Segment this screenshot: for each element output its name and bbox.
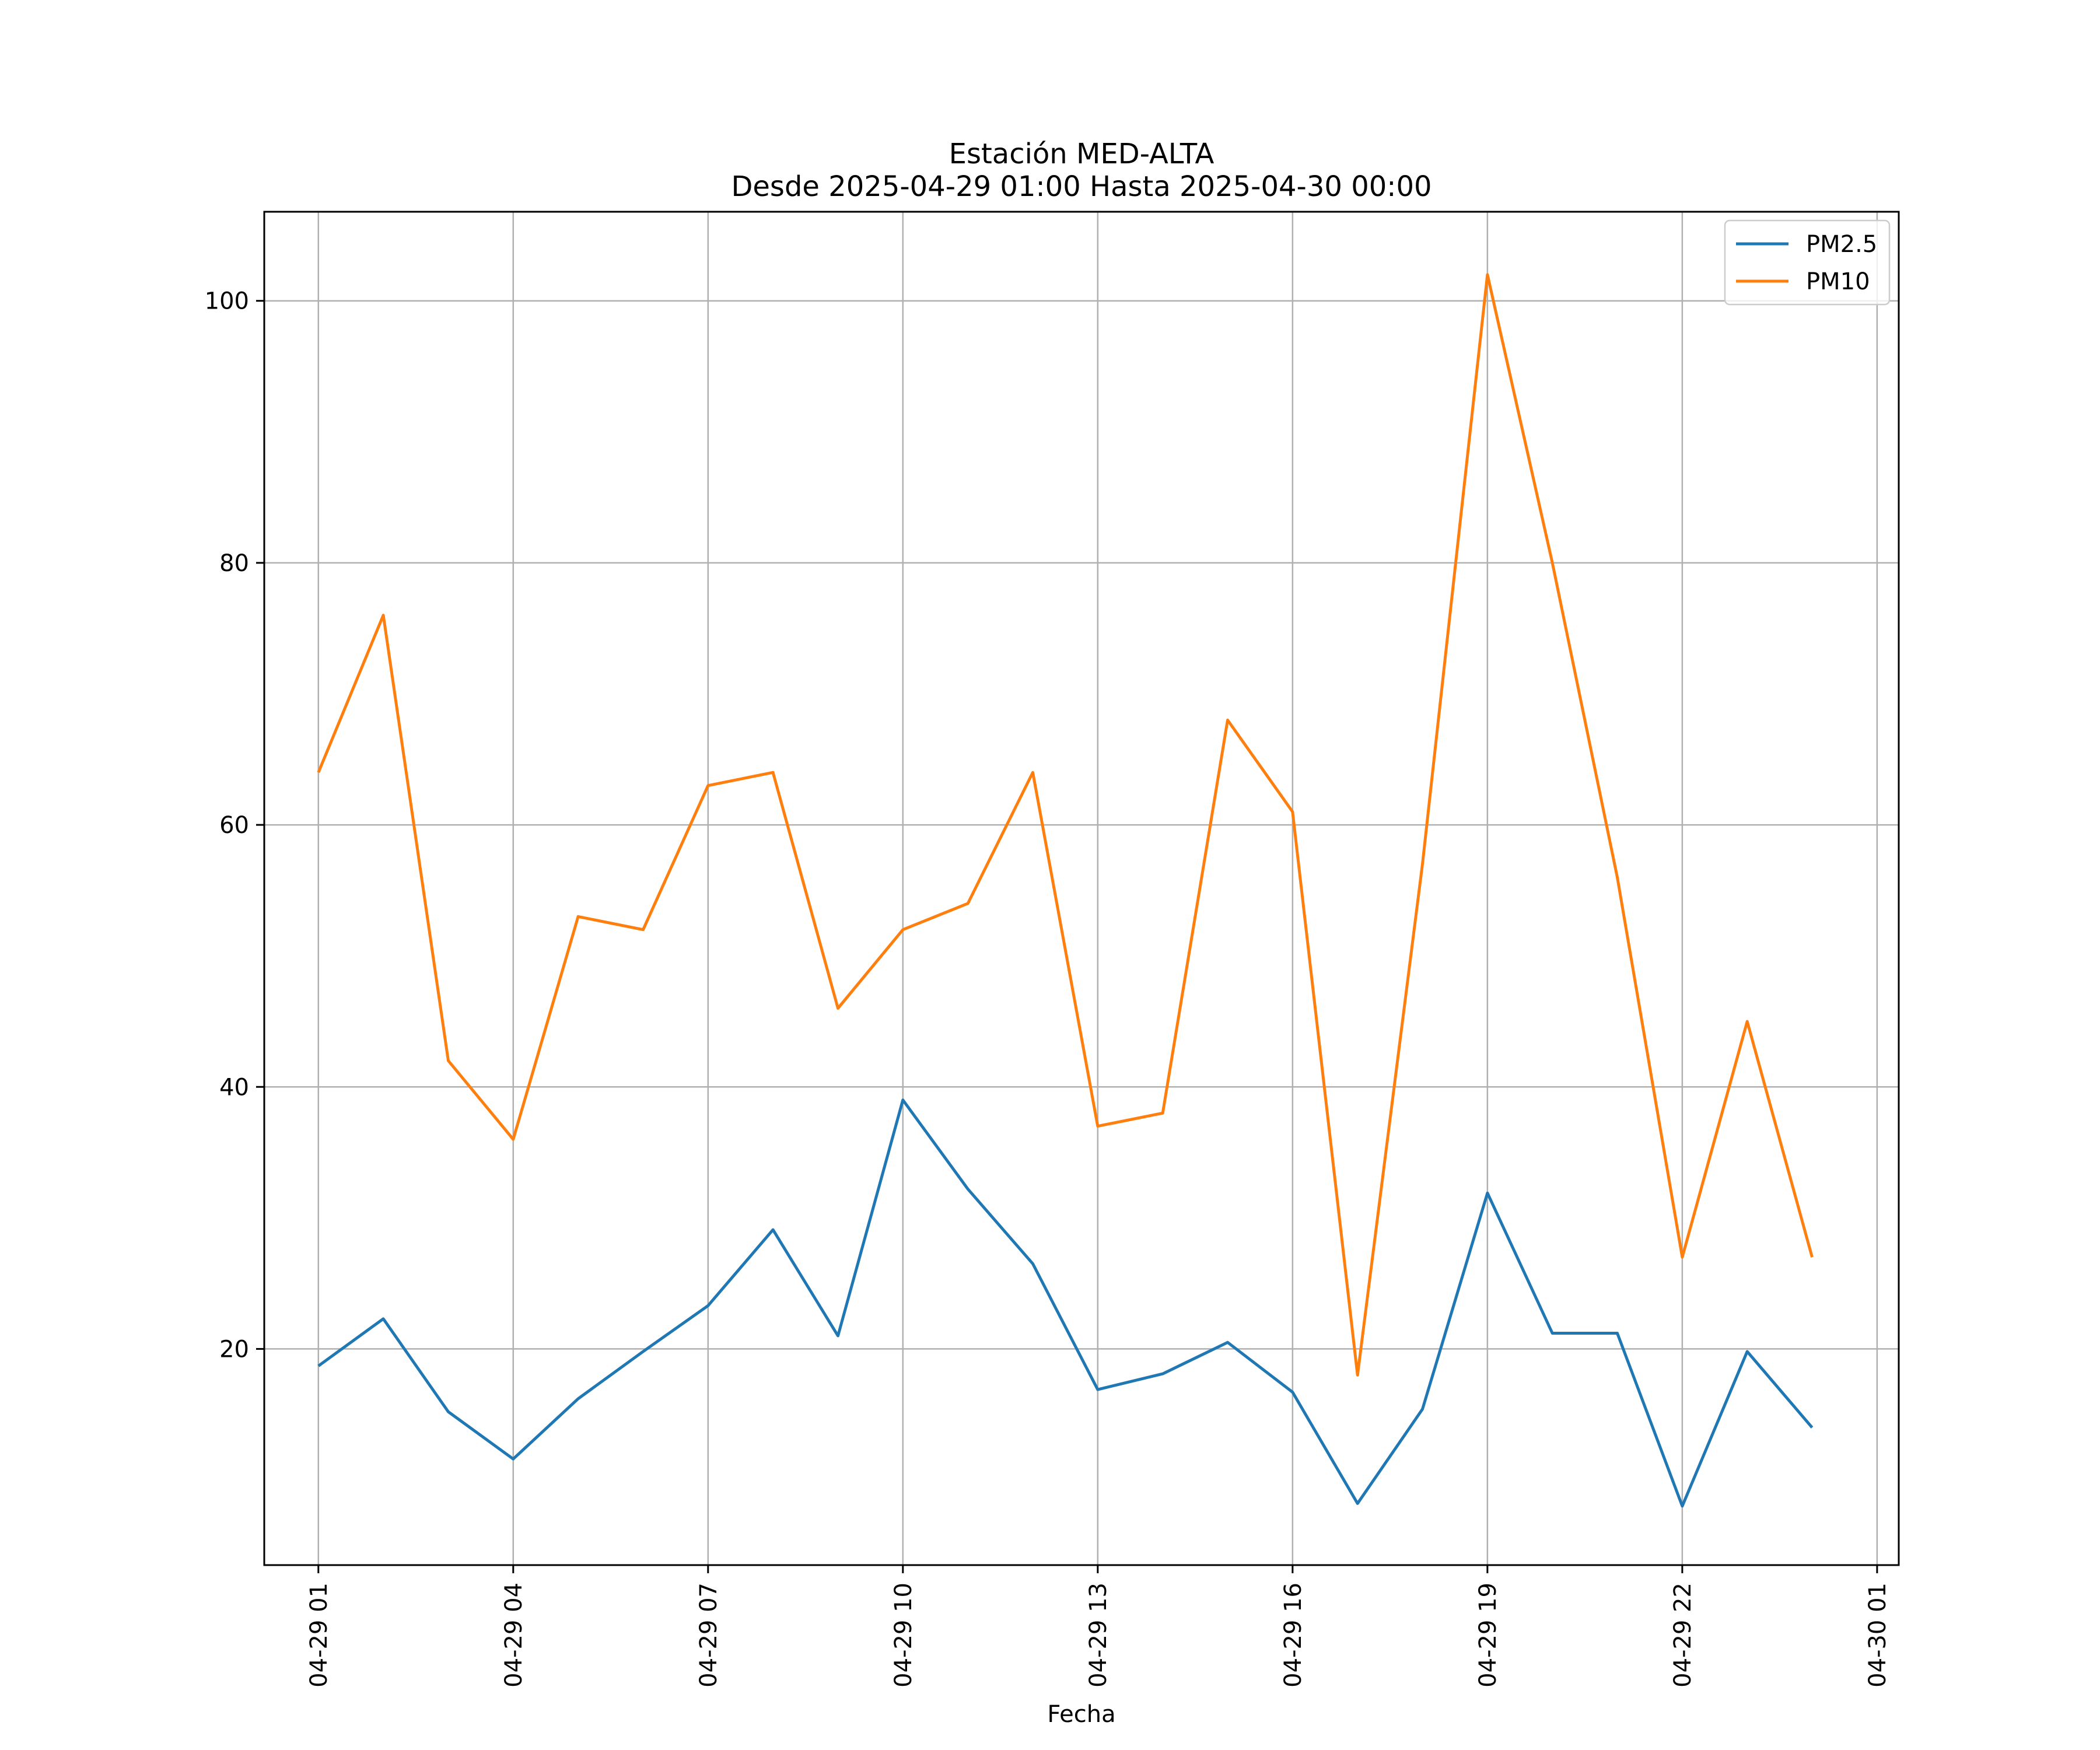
axis-ticks: 04-29 01 04-29 04 04-29 07 04-29 10 04-29 13… (205, 288, 1891, 1688)
y-tick-label: 20 (219, 1336, 249, 1363)
x-tick-label: 04-29 22 (1670, 1583, 1696, 1688)
x-tick-label: 04-30 01 (1864, 1583, 1891, 1688)
x-tick-label: 04-29 10 (890, 1583, 917, 1688)
y-tick-label: 100 (205, 288, 249, 315)
x-tick-label: 04-29 07 (695, 1583, 722, 1688)
chart-title: Estación MED-ALTA (949, 138, 1214, 170)
x-tick-label: 04-29 16 (1280, 1583, 1307, 1688)
plot-frame (263, 211, 1900, 1566)
x-tick-label: 04-29 04 (501, 1583, 527, 1688)
legend-label-pm10: PM10 (1806, 268, 1870, 295)
series-line-pm10 (317, 273, 1814, 1377)
y-tick-label: 60 (219, 812, 249, 839)
legend: PM2.5 PM10 (1724, 219, 1891, 306)
series-line-pm25 (317, 1098, 1814, 1508)
series-group (317, 273, 1814, 1508)
grid (264, 212, 1899, 1565)
legend-box (1724, 219, 1891, 306)
y-tick-label: 40 (219, 1074, 249, 1101)
x-tick-label: 04-29 19 (1475, 1583, 1502, 1688)
x-tick-label: 04-29 13 (1085, 1583, 1112, 1688)
x-tick-label: 04-29 01 (306, 1583, 332, 1688)
legend-label-pm25: PM2.5 (1806, 231, 1877, 258)
y-tick-label: 80 (219, 550, 249, 577)
chart-subtitle: Desde 2025-04-29 01:00 Hasta 2025-04-30 … (731, 170, 1432, 203)
x-axis-label: Fecha (1047, 1701, 1115, 1728)
